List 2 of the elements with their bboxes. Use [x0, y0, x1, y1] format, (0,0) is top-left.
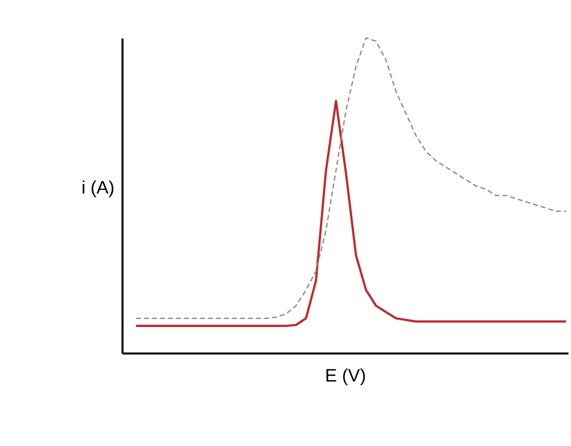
x-axis-title: E (V): [324, 366, 366, 386]
y-axis-title: i (A): [82, 178, 114, 198]
